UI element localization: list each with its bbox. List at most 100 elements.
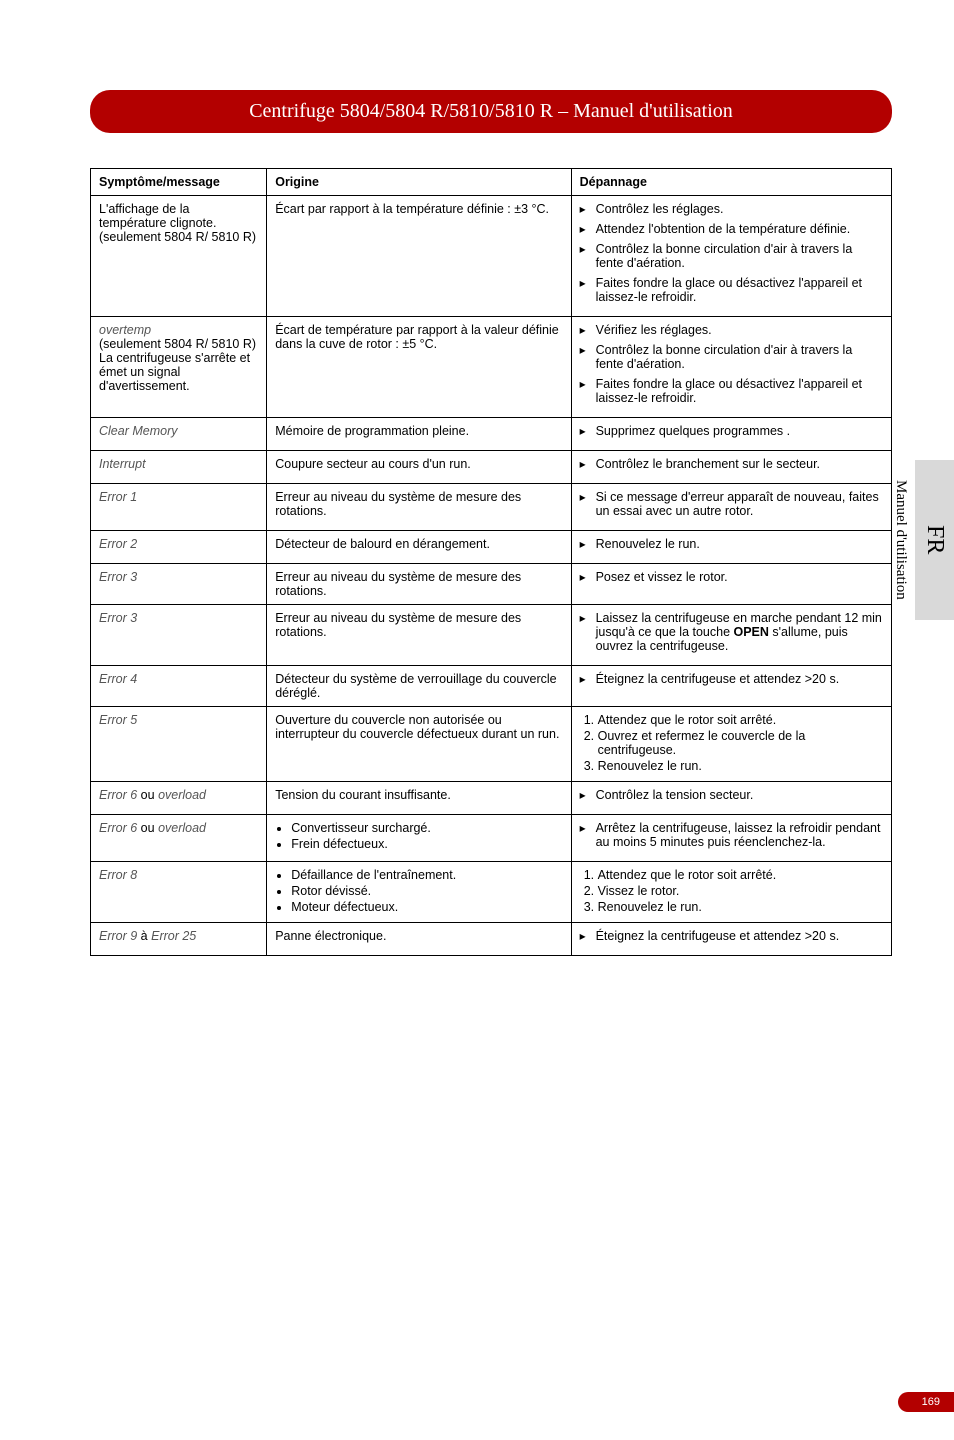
remedy-item: Contrôlez la bonne circulation d'air à t… xyxy=(580,242,883,270)
remedy-cell: Supprimez quelques programmes . xyxy=(571,418,891,451)
table-row: Error 4Détecteur du système de verrouill… xyxy=(91,666,892,707)
table-row: Error 2 Détecteur de balourd en dérangeme… xyxy=(91,531,892,564)
cause-item: Défaillance de l'entraînement. xyxy=(291,868,562,882)
remedy-item: Laissez la centrifugeuse en marche penda… xyxy=(580,611,883,653)
remedy-cell: Posez et vissez le rotor. xyxy=(571,564,891,605)
remedy-cell: Éteignez la centrifugeuse et attendez >2… xyxy=(571,666,891,707)
table-row: Error 1Erreur au niveau du système de me… xyxy=(91,484,892,531)
remedy-item: Renouvelez le run. xyxy=(580,537,883,551)
symptom-part: Error 6 xyxy=(99,821,137,835)
table-row: Error 6 ou overloadTension du courant in… xyxy=(91,782,892,815)
remedy-step: Vissez le rotor. xyxy=(598,884,883,898)
cause-cell: Écart de température par rapport à la va… xyxy=(267,317,571,418)
cause-cell: Détecteur de balourd en dérangement. xyxy=(267,531,571,564)
remedy-cell: Laissez la centrifugeuse en marche penda… xyxy=(571,605,891,666)
symptom-part: à xyxy=(137,929,151,943)
table-row: Error 3Erreur au niveau du système de me… xyxy=(91,605,892,666)
remedy-list: Contrôlez le branchement sur le secteur. xyxy=(580,457,883,471)
cause-cell: Détecteur du système de verrouillage du … xyxy=(267,666,571,707)
table-row: Clear Memory Mémoire de programmation ple… xyxy=(91,418,892,451)
symptom-cell: Error 9 à Error 25 xyxy=(91,923,267,956)
remedy-item: Contrôlez la tension secteur. xyxy=(580,788,883,802)
remedy-item: Vérifiez les réglages. xyxy=(580,323,883,337)
symptom-cell: Error 6 ou overload xyxy=(91,782,267,815)
remedy-step: Ouvrez et refermez le couvercle de la ce… xyxy=(598,729,883,757)
symptom-part: Error 9 xyxy=(99,929,137,943)
remedy-cell: Contrôlez le branchement sur le secteur. xyxy=(571,451,891,484)
symptom-line: (seulement 5804 R/ 5810 R) xyxy=(99,337,258,351)
remedy-list: Éteignez la centrifugeuse et attendez >2… xyxy=(580,672,883,686)
remedy-cell: Attendez que le rotor soit arrêté. Vissez… xyxy=(571,862,891,923)
symptom-code: Error 8 xyxy=(99,868,137,882)
remedy-item: Faites fondre la glace ou désactivez l'a… xyxy=(580,276,883,304)
table-row: L'affichage de la température clignote.(… xyxy=(91,196,892,317)
cause-cell: Défaillance de l'entraînement.Rotor dévi… xyxy=(267,862,571,923)
remedy-item: Faites fondre la glace ou désactivez l'a… xyxy=(580,377,883,405)
remedy-cell: Éteignez la centrifugeuse et attendez >2… xyxy=(571,923,891,956)
remedy-item: Contrôlez la bonne circulation d'air à t… xyxy=(580,343,883,371)
remedy-step: Renouvelez le run. xyxy=(598,900,883,914)
symptom-code: Error 5 xyxy=(99,713,137,727)
symptom-code: Clear Memory xyxy=(99,424,178,438)
symptom-part: overload xyxy=(158,788,206,802)
remedy-item: Supprimez quelques programmes . xyxy=(580,424,883,438)
cause-item: Convertisseur surchargé. xyxy=(291,821,562,835)
symptom-cell: L'affichage de la température clignote.(… xyxy=(91,196,267,317)
remedy-item: Posez et vissez le rotor. xyxy=(580,570,883,584)
symptom-cell: Error 3 xyxy=(91,605,267,666)
table-body: L'affichage de la température clignote.(… xyxy=(91,196,892,956)
cause-cell: Mémoire de programmation pleine. xyxy=(267,418,571,451)
remedy-list: Arrêtez la centrifugeuse, laissez la ref… xyxy=(580,821,883,849)
cause-list: Convertisseur surchargé.Frein défectueux… xyxy=(275,821,562,851)
header-remedy: Dépannage xyxy=(571,169,891,196)
symptom-cell: Error 8 xyxy=(91,862,267,923)
remedy-item: Éteignez la centrifugeuse et attendez >2… xyxy=(580,672,883,686)
symptom-cell: Error 3 xyxy=(91,564,267,605)
symptom-part: overload xyxy=(158,821,206,835)
remedy-step: Attendez que le rotor soit arrêté. xyxy=(598,868,883,882)
symptom-line: (seulement 5804 R/ 5810 R) xyxy=(99,230,258,244)
remedy-cell: Contrôlez les réglages. Attendez l'obtent… xyxy=(571,196,891,317)
remedy-list: Contrôlez les réglages. Attendez l'obtent… xyxy=(580,202,883,304)
page-number: 169 xyxy=(898,1392,954,1412)
remedy-cell: Si ce message d'erreur apparaît de nouve… xyxy=(571,484,891,531)
table-row: overtemp(seulement 5804 R/ 5810 R)La cen… xyxy=(91,317,892,418)
cause-cell: Panne électronique. xyxy=(267,923,571,956)
remedy-steps: Attendez que le rotor soit arrêté. Vissez… xyxy=(580,868,883,914)
table-row: Error 9 à Error 25Panne électronique. Éte… xyxy=(91,923,892,956)
remedy-list: Vérifiez les réglages. Contrôlez la bonne… xyxy=(580,323,883,405)
symptom-code: Error 3 xyxy=(99,611,137,625)
remedy-item: Éteignez la centrifugeuse et attendez >2… xyxy=(580,929,883,943)
remedy-item: Attendez l'obtention de la température d… xyxy=(580,222,883,236)
side-lang: FR xyxy=(915,460,954,620)
symptom-line: La centrifugeuse s'arrête et émet un sig… xyxy=(99,351,258,393)
symptom-cell: Error 2 xyxy=(91,531,267,564)
remedy-list: Renouvelez le run. xyxy=(580,537,883,551)
symptom-code: Error 2 xyxy=(99,537,137,551)
remedy-item: Contrôlez le branchement sur le secteur. xyxy=(580,457,883,471)
symptom-part: ou xyxy=(137,821,158,835)
cause-list: Défaillance de l'entraînement.Rotor dévi… xyxy=(275,868,562,914)
symptom-code: Error 3 xyxy=(99,570,137,584)
remedy-cell: Attendez que le rotor soit arrêté.Ouvrez… xyxy=(571,707,891,782)
remedy-list: Posez et vissez le rotor. xyxy=(580,570,883,584)
symptom-cell: Error 6 ou overload xyxy=(91,815,267,862)
remedy-item: Contrôlez les réglages. xyxy=(580,202,883,216)
table-row: InterruptCoupure secteur au cours d'un r… xyxy=(91,451,892,484)
remedy-list: Si ce message d'erreur apparaît de nouve… xyxy=(580,490,883,518)
table-row: Error 5Ouverture du couvercle non autori… xyxy=(91,707,892,782)
side-tab: FR Manuel d'utilisation xyxy=(886,460,954,620)
remedy-steps: Attendez que le rotor soit arrêté.Ouvrez… xyxy=(580,713,883,773)
table-row: Error 6 ou overload Convertisseur surchar… xyxy=(91,815,892,862)
remedy-cell: Arrêtez la centrifugeuse, laissez la ref… xyxy=(571,815,891,862)
header-cause: Origine xyxy=(267,169,571,196)
cause-cell: Tension du courant insuffisante. xyxy=(267,782,571,815)
symptom-part: Error 6 xyxy=(99,788,137,802)
symptom-cell: overtemp(seulement 5804 R/ 5810 R)La cen… xyxy=(91,317,267,418)
symptom-line: L'affichage de la température clignote. xyxy=(99,202,258,230)
cause-cell: Erreur au niveau du système de mesure de… xyxy=(267,484,571,531)
remedy-list: Éteignez la centrifugeuse et attendez >2… xyxy=(580,929,883,943)
table-row: Error 3Erreur au niveau du système de me… xyxy=(91,564,892,605)
remedy-list: Contrôlez la tension secteur. xyxy=(580,788,883,802)
table-header-row: Symptôme/message Origine Dépannage xyxy=(91,169,892,196)
